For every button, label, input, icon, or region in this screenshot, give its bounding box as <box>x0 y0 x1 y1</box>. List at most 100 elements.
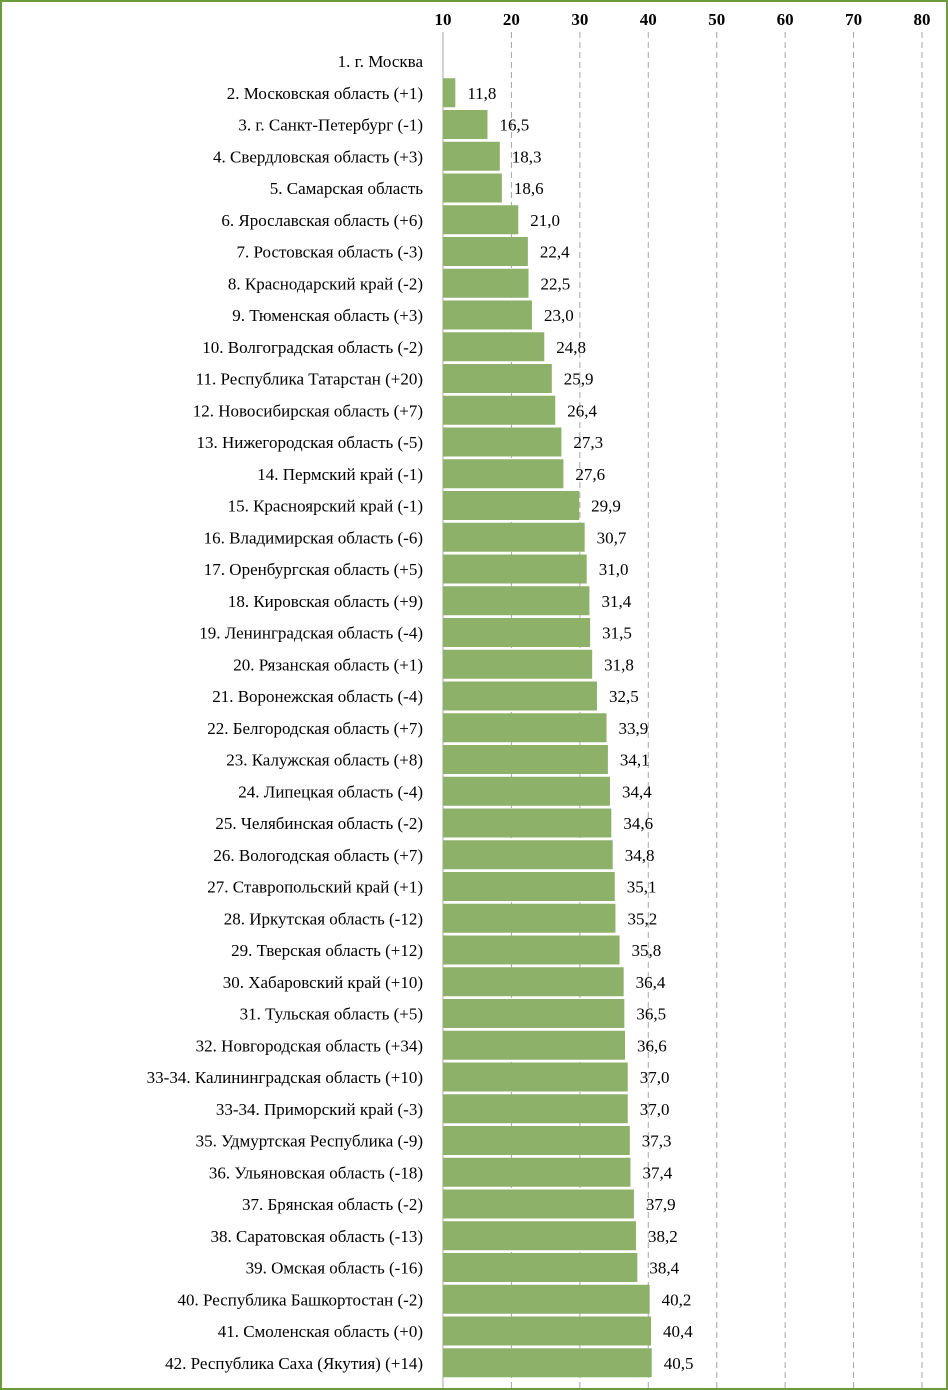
category-label-40: 40. Республика Башкортостан (-2) <box>178 1290 423 1309</box>
category-label-2: 2. Московская область (+1) <box>227 84 423 103</box>
value-label-5: 18,6 <box>514 179 544 198</box>
bar-30 <box>443 967 624 997</box>
value-label-7: 22,4 <box>540 243 570 262</box>
value-label-38: 38,2 <box>648 1227 678 1246</box>
value-label-10: 24,8 <box>556 338 586 357</box>
value-label-21: 32,5 <box>609 687 639 706</box>
value-label-15: 29,9 <box>591 497 621 516</box>
bar-26 <box>443 840 613 870</box>
bar-21 <box>443 681 597 711</box>
bar-13 <box>443 427 562 457</box>
value-label-35: 37,3 <box>642 1132 672 1151</box>
category-label-6: 6. Ярославская область (+6) <box>221 211 423 230</box>
bar-35 <box>443 1126 630 1155</box>
category-label-1: 1. г. Москва <box>338 52 424 71</box>
bar-27 <box>443 872 615 901</box>
value-label-37: 37,9 <box>646 1195 676 1214</box>
category-label-3: 3. г. Санкт-Петербург (-1) <box>238 116 423 135</box>
bar-18 <box>443 586 590 616</box>
category-label-35: 35. Удмуртская Республика (-9) <box>196 1132 423 1151</box>
bar-25 <box>443 808 612 838</box>
category-label-22: 22. Белгородская область (+7) <box>207 719 423 738</box>
bar-2 <box>443 78 456 108</box>
category-label-11: 11. Республика Татарстан (+20) <box>196 370 423 389</box>
category-label-23: 23. Калужская область (+8) <box>226 751 423 770</box>
bar-34 <box>443 1094 628 1124</box>
value-label-30: 36,4 <box>636 973 666 992</box>
value-label-19: 31,5 <box>602 624 632 643</box>
category-label-7: 7. Ростовская область (-3) <box>236 243 423 262</box>
bar-38 <box>443 1221 636 1251</box>
category-label-19: 19. Ленинградская область (-4) <box>199 624 423 643</box>
category-label-28: 28. Иркутская область (-12) <box>224 909 423 928</box>
x-tick-label-70: 70 <box>845 10 862 29</box>
category-label-32: 32. Новгородская область (+34) <box>196 1036 423 1055</box>
value-label-9: 23,0 <box>544 306 574 325</box>
category-labels: 1. г. Москва 2. Московская область (+1) 3.… <box>147 52 424 1373</box>
bar-8 <box>443 268 529 298</box>
value-label-4: 18,3 <box>512 147 542 166</box>
value-label-6: 21,0 <box>530 211 560 230</box>
bar-42 <box>443 1348 652 1378</box>
value-label-23: 34,1 <box>620 751 650 770</box>
category-label-30: 30. Хабаровский край (+10) <box>223 973 423 992</box>
category-label-9: 9. Тюменская область (+3) <box>232 306 423 325</box>
category-label-37: 37. Брянская область (-2) <box>242 1195 423 1214</box>
value-label-22: 33,9 <box>619 719 649 738</box>
category-label-10: 10. Волгоградская область (-2) <box>202 338 423 357</box>
bar-7 <box>443 237 528 266</box>
category-label-24: 24. Липецкая область (-4) <box>238 782 423 801</box>
value-label-31: 36,5 <box>636 1005 666 1024</box>
value-label-27: 35,1 <box>627 878 657 897</box>
category-label-16: 16. Владимирская область (-6) <box>204 528 423 547</box>
bar-23 <box>443 745 608 774</box>
value-label-42: 40,5 <box>664 1354 694 1373</box>
bar-32 <box>443 1030 626 1060</box>
category-label-41: 41. Смоленская область (+0) <box>218 1322 423 1341</box>
bar-28 <box>443 903 616 933</box>
category-label-17: 17. Оренбургская область (+5) <box>204 560 423 579</box>
value-label-29: 35,8 <box>632 941 662 960</box>
category-label-42: 42. Республика Саха (Якутия) (+14) <box>165 1354 423 1373</box>
bar-15 <box>443 491 580 520</box>
bar-24 <box>443 776 610 806</box>
value-label-16: 30,7 <box>597 528 627 547</box>
bar-37 <box>443 1189 634 1219</box>
bar-41 <box>443 1316 652 1346</box>
x-tick-label-60: 60 <box>777 10 794 29</box>
x-tick-label-40: 40 <box>640 10 657 29</box>
value-label-18: 31,4 <box>601 592 631 611</box>
category-label-21: 21. Воронежская область (-4) <box>212 687 423 706</box>
value-labels: 11,816,5 18,3 18,6 21,0 22,4 22,5 23,0 24,8 25,9… <box>467 84 693 1373</box>
bar-3 <box>443 110 488 139</box>
value-label-20: 31,8 <box>604 655 634 674</box>
category-label-29: 29. Тверская область (+12) <box>231 941 423 960</box>
x-tick-label-10: 10 <box>435 10 452 29</box>
bar-9 <box>443 300 532 330</box>
x-axis-ticks: 10 20 30 40 50 60 70 80 <box>435 10 931 29</box>
value-label-36: 37,4 <box>642 1163 672 1182</box>
value-label-8: 22,5 <box>541 274 571 293</box>
bars <box>443 78 652 1378</box>
bar-40 <box>443 1284 650 1314</box>
category-label-33: 33-34. Калининградская область (+10) <box>147 1068 423 1087</box>
category-label-31: 31. Тульская область (+5) <box>240 1005 423 1024</box>
value-label-33: 37,0 <box>640 1068 670 1087</box>
category-label-20: 20. Рязанская область (+1) <box>233 655 423 674</box>
bar-14 <box>443 459 564 489</box>
x-tick-label-80: 80 <box>914 10 931 29</box>
category-label-25: 25. Челябинская область (-2) <box>215 814 423 833</box>
bar-10 <box>443 332 545 362</box>
value-label-39: 38,4 <box>649 1259 679 1278</box>
value-label-3: 16,5 <box>499 116 529 135</box>
value-label-13: 27,3 <box>573 433 603 452</box>
value-label-17: 31,0 <box>599 560 629 579</box>
value-label-14: 27,6 <box>575 465 605 484</box>
value-label-28: 35,2 <box>627 909 657 928</box>
bar-29 <box>443 935 620 965</box>
value-label-25: 34,6 <box>623 814 653 833</box>
value-label-40: 40,2 <box>662 1290 692 1309</box>
bar-11 <box>443 364 552 393</box>
category-label-18: 18. Кировская область (+9) <box>228 592 423 611</box>
